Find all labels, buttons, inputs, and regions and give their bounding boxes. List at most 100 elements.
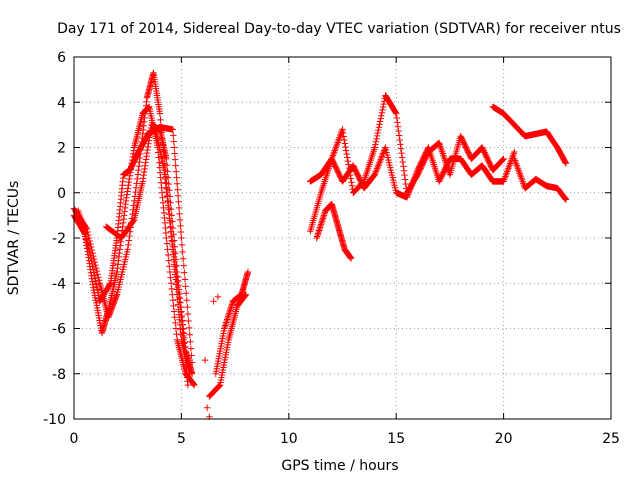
data-point [172, 249, 179, 257]
data-point [125, 237, 133, 244]
x-tick-label: 20 [495, 431, 513, 447]
data-point [185, 324, 193, 332]
data-point [376, 159, 383, 166]
data-point [171, 150, 178, 157]
data-point [168, 285, 175, 293]
data-point [124, 246, 131, 253]
data-point [378, 153, 386, 160]
data-point [395, 127, 402, 135]
data-point [167, 280, 175, 287]
data-point [407, 183, 415, 190]
data-point [133, 180, 140, 187]
y-axis-label: SDTVAR / TECUs [6, 181, 22, 296]
data-point [177, 228, 185, 236]
data-point [210, 298, 217, 305]
data-point [376, 118, 384, 125]
data-point [92, 277, 99, 285]
data-point [342, 147, 350, 154]
data-point [174, 186, 181, 193]
data-point [95, 274, 102, 281]
data-point [134, 171, 142, 178]
y-tick-label: -6 [52, 322, 66, 338]
data-point [343, 150, 350, 158]
data-point [216, 382, 223, 389]
data-point [166, 187, 173, 194]
data-point [172, 162, 179, 169]
data-point [170, 308, 178, 315]
x-tick-label: 10 [280, 431, 298, 447]
data-point [408, 182, 415, 189]
data-point [401, 176, 409, 183]
data-point [170, 302, 177, 310]
y-tick-label: -8 [52, 367, 66, 383]
data-point [179, 255, 187, 262]
data-point [396, 136, 403, 144]
data-point [373, 166, 380, 174]
data-point [393, 110, 400, 117]
data-point [175, 204, 183, 212]
data-point [86, 249, 93, 256]
data-point [171, 313, 178, 321]
data-point [373, 135, 380, 143]
data-point [173, 174, 180, 181]
data-point [165, 257, 172, 264]
data-point [181, 269, 188, 276]
data-point [377, 156, 384, 163]
data-point [90, 266, 97, 273]
data-point [375, 162, 382, 169]
data-point [562, 196, 570, 203]
data-point [178, 241, 186, 249]
y-tick-label: -2 [52, 231, 66, 247]
y-tick-label: 6 [57, 50, 66, 66]
data-point [166, 193, 174, 200]
data-point [87, 251, 94, 259]
data-point [90, 269, 98, 276]
data-point [95, 277, 103, 284]
x-tick-label: 15 [387, 431, 405, 447]
data-point [171, 243, 178, 250]
data-point [88, 260, 96, 267]
x-axis-label: GPS time / hours [281, 458, 398, 474]
y-tick-label: 2 [57, 141, 66, 157]
data-point [511, 148, 518, 156]
data-point [164, 174, 172, 181]
data-point [182, 290, 190, 297]
data-point [163, 240, 171, 247]
data-point [409, 180, 416, 187]
data-point [167, 199, 174, 207]
data-point [126, 232, 133, 240]
data-point [94, 286, 101, 293]
data-point [381, 145, 389, 153]
data-point [85, 231, 92, 239]
data-point [398, 149, 405, 157]
data-point [347, 175, 355, 182]
data-point [499, 156, 506, 164]
data-point [125, 241, 132, 249]
data-point [178, 234, 185, 242]
data-point [375, 126, 382, 134]
data-point [167, 205, 175, 213]
data-point [157, 116, 164, 124]
data-point [402, 180, 409, 188]
data-point [156, 110, 164, 117]
data-point [374, 129, 381, 137]
data-point [401, 171, 408, 179]
data-point [372, 168, 380, 175]
data-point [187, 345, 195, 352]
data-point [184, 381, 192, 389]
data-point [413, 168, 421, 175]
data-point [172, 319, 179, 327]
data-point [344, 157, 352, 165]
x-tick-label: 5 [177, 431, 186, 447]
data-point [130, 217, 137, 225]
data-point [377, 115, 384, 122]
data-point [163, 155, 170, 163]
data-point [339, 126, 346, 133]
data-point [165, 180, 172, 188]
data-point [378, 154, 385, 162]
data-point [181, 276, 189, 283]
data-point [372, 138, 380, 145]
data-point [185, 317, 192, 325]
